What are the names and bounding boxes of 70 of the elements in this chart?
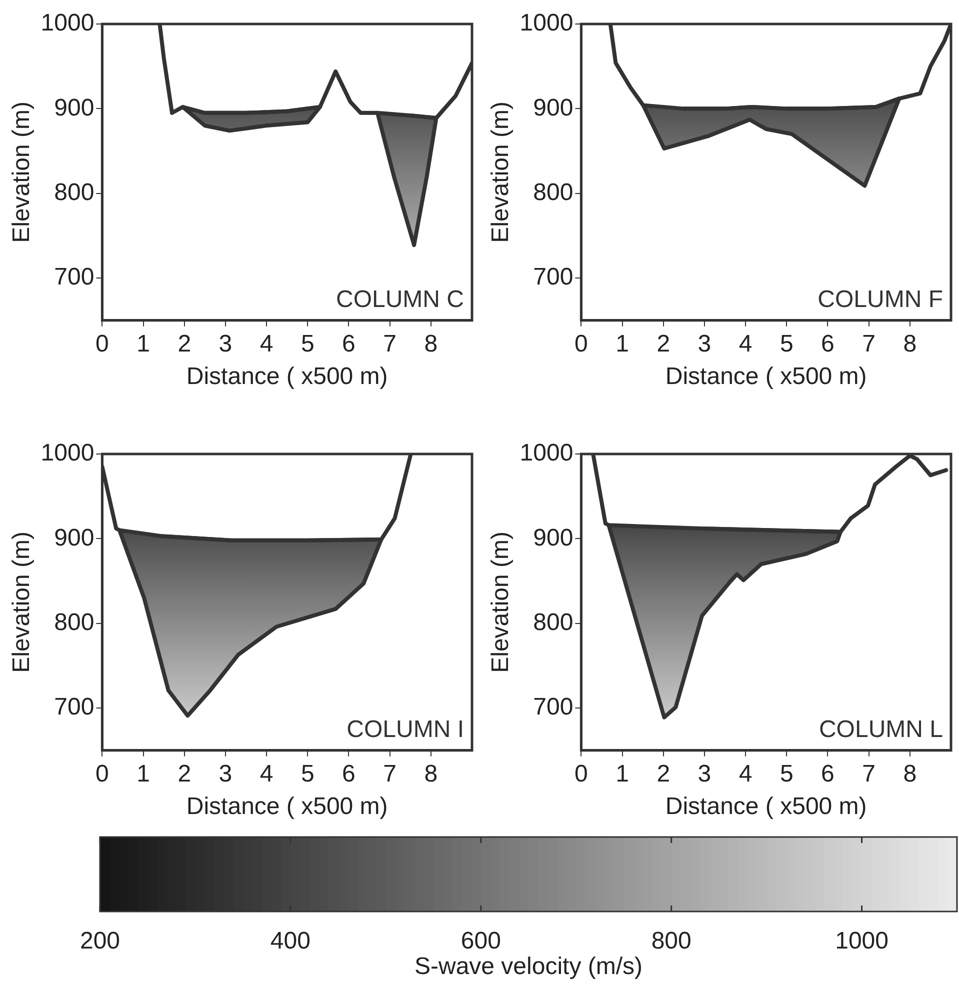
color-bar-label: 1000	[835, 928, 888, 955]
y-axis-title: Elevation (m)	[8, 532, 36, 673]
x-axis-title: Distance ( x500 m)	[665, 363, 867, 390]
x-tick-label: 1	[136, 330, 150, 358]
y-tick-label: 900	[54, 94, 94, 122]
x-tick-label: 7	[862, 760, 876, 788]
x-tick-label: 8	[424, 760, 438, 788]
x-tick-label: 7	[383, 330, 396, 358]
x-tick-label: 0	[96, 760, 109, 788]
annotation: COLUMN L	[818, 716, 943, 744]
annotation: COLUMN C	[336, 286, 464, 314]
y-tick-label: 1000	[520, 440, 574, 467]
x-tick-label: 3	[218, 760, 232, 788]
y-tick-label: 800	[533, 608, 574, 636]
x-tick-label: 1	[616, 760, 629, 788]
annotation: COLUMN F	[818, 286, 943, 314]
y-tick-label: 800	[54, 178, 94, 206]
x-tick-label: 2	[178, 760, 192, 788]
y-tick-label: 800	[533, 178, 574, 206]
y-tick-label: 900	[533, 524, 574, 552]
x-tick-label: 6	[821, 760, 834, 788]
color-bar-title: S-wave velocity (m/s)	[414, 953, 643, 980]
x-tick-label: 7	[862, 330, 876, 358]
x-tick-label: 2	[178, 330, 192, 358]
color-bar-label: 600	[460, 928, 501, 955]
y-tick-label: 700	[54, 694, 94, 721]
y-axis-title: Elevation (m)	[487, 102, 514, 243]
y-tick-label: 700	[533, 264, 574, 291]
color-bar-label: 400	[270, 928, 310, 955]
x-tick-label: 4	[738, 330, 752, 358]
x-axis-title: Distance ( x500 m)	[186, 793, 388, 820]
y-tick-label: 1000	[40, 440, 94, 467]
x-tick-label: 4	[260, 760, 274, 788]
y-tick-label: 1000	[40, 10, 94, 37]
annotation: COLUMN I	[346, 716, 464, 744]
x-tick-label: 6	[821, 330, 834, 358]
x-tick-label: 4	[260, 330, 274, 358]
color-bar-label: 800	[651, 928, 692, 955]
x-tick-label: 5	[300, 760, 314, 788]
x-tick-label: 8	[903, 330, 917, 358]
x-tick-label: 1	[616, 330, 629, 358]
x-tick-label: 8	[424, 330, 438, 358]
x-axis-title: Distance ( x500 m)	[665, 793, 867, 820]
color-bar-label: 200	[80, 928, 120, 955]
x-tick-label: 2	[656, 330, 670, 358]
x-tick-label: 1	[136, 760, 150, 788]
x-tick-label: 8	[903, 760, 917, 788]
x-tick-label: 3	[698, 330, 712, 358]
y-axis-title: Elevation (m)	[487, 532, 514, 673]
y-tick-label: 700	[54, 264, 94, 291]
x-tick-label: 0	[574, 330, 588, 358]
y-tick-label: 900	[54, 524, 94, 552]
x-tick-label: 3	[218, 330, 232, 358]
x-tick-label: 7	[383, 760, 396, 788]
x-axis-title: Distance ( x500 m)	[186, 363, 388, 390]
y-tick-label: 700	[533, 694, 574, 721]
x-tick-label: 0	[96, 330, 109, 358]
x-tick-label: 4	[738, 760, 752, 788]
x-tick-label: 6	[342, 760, 356, 788]
x-tick-label: 5	[780, 330, 794, 358]
y-axis-title: Elevation (m)	[8, 102, 36, 243]
x-tick-label: 0	[574, 760, 588, 788]
x-tick-label: 5	[780, 760, 794, 788]
x-tick-label: 6	[342, 330, 356, 358]
x-tick-label: 2	[656, 760, 670, 788]
y-tick-label: 900	[533, 94, 574, 122]
x-tick-label: 3	[698, 760, 712, 788]
x-tick-label: 5	[300, 330, 314, 358]
y-tick-label: 800	[54, 608, 94, 636]
y-tick-label: 1000	[520, 10, 574, 37]
